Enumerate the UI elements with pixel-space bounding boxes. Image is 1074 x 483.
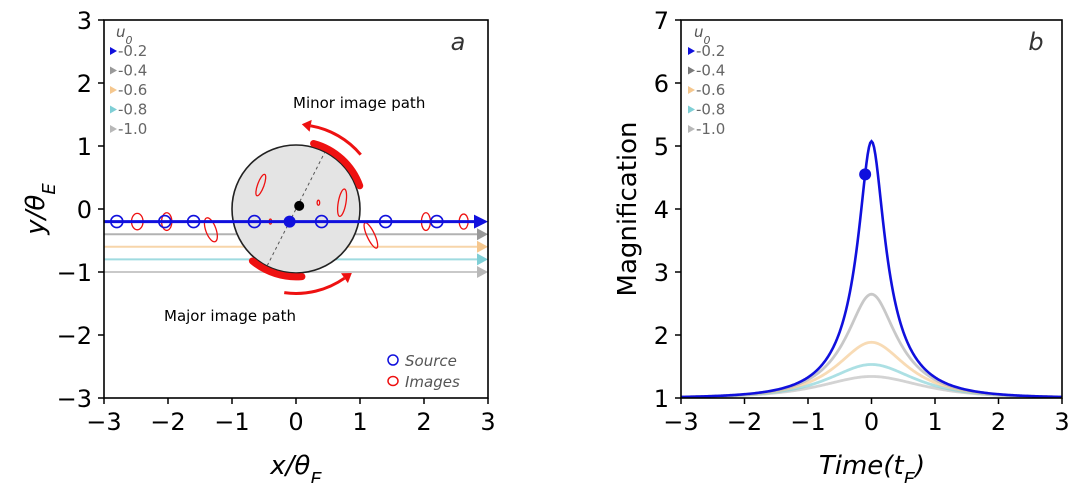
x-tick-label: −3 bbox=[86, 408, 121, 436]
y-tick-label: 4 bbox=[654, 196, 669, 224]
y-tick-label: −1 bbox=[57, 259, 92, 287]
direction-arrows bbox=[284, 119, 362, 295]
major-path-arrow-head bbox=[341, 273, 352, 284]
image-loop bbox=[255, 173, 267, 197]
minor-path-arrow bbox=[310, 124, 362, 156]
legend-title: u0 bbox=[116, 23, 133, 47]
y-tick-label: 5 bbox=[654, 133, 669, 161]
x-tick-label: 1 bbox=[352, 408, 367, 436]
major-image-path-label: Major image path bbox=[164, 307, 296, 325]
y-tick-label: 1 bbox=[654, 385, 669, 413]
image-arcs bbox=[248, 139, 364, 281]
x-ticks-b: −3 −2 −1 0 1 2 3 bbox=[663, 398, 1070, 436]
x-tick-label: 3 bbox=[480, 408, 495, 436]
legend-marker bbox=[688, 105, 695, 114]
legend-marker bbox=[688, 47, 695, 55]
legend-marker bbox=[110, 86, 117, 94]
y-tick-label: 6 bbox=[654, 70, 669, 98]
legend-entry: -0.2 bbox=[696, 42, 725, 60]
panel-label-b: b bbox=[1028, 28, 1043, 56]
y-tick-label: 0 bbox=[77, 196, 92, 224]
x-tick-label: −1 bbox=[214, 408, 249, 436]
y-axis-label-a: y/θE bbox=[21, 183, 60, 236]
legend-entry: -0.6 bbox=[696, 81, 725, 99]
trajectory-arrowhead bbox=[477, 228, 488, 241]
legend-entry: -0.8 bbox=[696, 101, 725, 119]
trajectory-arrowhead bbox=[477, 266, 488, 278]
panel-b-magnification-plot: −3 −2 −1 0 1 2 3 1 2 3 4 5 6 7 u0-0.2 -0.4-0.6 -0.8-1.… bbox=[613, 7, 1070, 483]
source-key-marker bbox=[387, 354, 399, 366]
x-ticks-a: −3 −2 −1 0 1 2 3 bbox=[86, 398, 496, 436]
major-image-arc bbox=[248, 257, 306, 281]
panel-label-a: a bbox=[451, 28, 466, 56]
magnification-curves bbox=[681, 139, 1062, 398]
major-path-arrow bbox=[284, 276, 346, 295]
image-loop bbox=[336, 188, 348, 218]
key-a: Source Images bbox=[387, 352, 460, 391]
y-tick-label: 1 bbox=[77, 133, 92, 161]
magnification-curve bbox=[681, 139, 1062, 398]
x-tick-label: 3 bbox=[1054, 408, 1069, 436]
legend-entry: -1.0 bbox=[696, 120, 725, 138]
y-axis-label-b: Magnification bbox=[613, 122, 643, 297]
image-loop bbox=[316, 199, 321, 206]
legend-marker bbox=[688, 125, 695, 133]
x-axis-label-b: Time(tE) bbox=[819, 451, 925, 483]
x-axis-label-a: x/θE bbox=[269, 451, 322, 483]
legend-entry: -1.0 bbox=[118, 120, 147, 138]
source-key-label: Source bbox=[405, 352, 457, 370]
lens-point bbox=[294, 200, 305, 211]
legend-entry: -0.8 bbox=[118, 101, 147, 119]
y-tick-label: 2 bbox=[654, 322, 669, 350]
trajectory-arrowhead bbox=[477, 240, 488, 253]
x-tick-label: 2 bbox=[991, 408, 1006, 436]
legend-a: u0-0.2 -0.4-0.6 -0.8-1.0 bbox=[110, 23, 147, 138]
y-tick-label: −3 bbox=[57, 385, 92, 413]
current-source-point bbox=[283, 215, 296, 228]
y-ticks-b: 1 2 3 4 5 6 7 bbox=[654, 7, 681, 413]
main-trajectory-arrowhead bbox=[474, 214, 488, 229]
y-tick-label: 3 bbox=[77, 7, 92, 35]
image-loop bbox=[363, 222, 379, 249]
legend-title: u0 bbox=[694, 23, 711, 47]
current-magnification-marker bbox=[859, 168, 872, 181]
legend-entry: -0.2 bbox=[118, 42, 147, 60]
panel-a-trajectory-plot: −3 −2 −1 0 1 2 3 −3 −2 −1 0 1 2 3 u0-0.2 -0.4-0.6 -0.8… bbox=[21, 7, 496, 483]
magnification-curve bbox=[681, 363, 1062, 398]
trajectory-arrowhead bbox=[477, 253, 488, 266]
legend-marker bbox=[110, 66, 117, 75]
minor-image-path-label: Minor image path bbox=[293, 94, 425, 112]
x-tick-label: 2 bbox=[416, 408, 431, 436]
legend-marker bbox=[688, 86, 695, 94]
legend-marker bbox=[110, 105, 117, 114]
legend-marker bbox=[110, 47, 117, 55]
legend-marker bbox=[110, 125, 117, 133]
x-tick-label: 0 bbox=[288, 408, 303, 436]
images-key-label: Images bbox=[405, 373, 460, 391]
x-tick-label: 1 bbox=[927, 408, 942, 436]
legend-entry: -0.6 bbox=[118, 81, 147, 99]
magnification-curve bbox=[681, 292, 1062, 398]
y-ticks-a: −3 −2 −1 0 1 2 3 bbox=[57, 7, 104, 413]
legend-marker bbox=[688, 66, 695, 75]
magnification-curve bbox=[681, 340, 1062, 398]
minor-image-arc bbox=[310, 139, 364, 190]
y-tick-label: 2 bbox=[77, 70, 92, 98]
legend-b: u0-0.2 -0.4-0.6 -0.8-1.0 bbox=[688, 23, 725, 138]
legend-entry: -0.4 bbox=[118, 62, 147, 80]
x-tick-label: −3 bbox=[663, 408, 698, 436]
y-tick-label: 7 bbox=[654, 7, 669, 35]
y-tick-label: 3 bbox=[654, 259, 669, 287]
x-tick-label: 0 bbox=[864, 408, 879, 436]
x-tick-label: −2 bbox=[727, 408, 762, 436]
images-key-marker bbox=[387, 375, 399, 387]
x-tick-label: −1 bbox=[790, 408, 825, 436]
legend-entry: -0.4 bbox=[696, 62, 725, 80]
y-tick-label: −2 bbox=[57, 322, 92, 350]
x-tick-label: −2 bbox=[150, 408, 185, 436]
minor-path-arrow-head bbox=[301, 119, 312, 132]
image-loop bbox=[203, 217, 218, 243]
